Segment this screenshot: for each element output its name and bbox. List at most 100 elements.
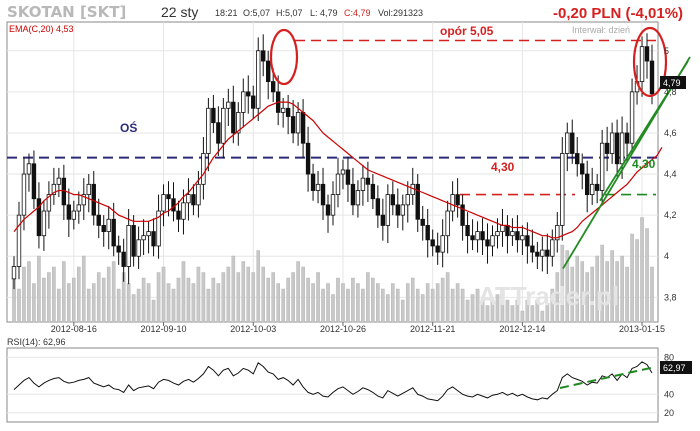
candle <box>86 174 91 213</box>
volume-bar <box>256 250 261 323</box>
volume-bar <box>475 288 480 323</box>
volume-bar <box>131 294 136 323</box>
volume-bar <box>126 283 131 323</box>
volume-bar <box>620 255 624 323</box>
volume-bar <box>535 299 540 323</box>
volume-bar <box>490 299 495 323</box>
volume-bar <box>251 272 256 323</box>
candle <box>295 102 301 146</box>
volume-bar <box>420 294 425 323</box>
candle <box>216 106 221 156</box>
candle <box>520 225 525 256</box>
volume-bar <box>72 277 76 323</box>
price-tick-label: 4,4 <box>664 169 677 179</box>
x-tick-label: 2012-12-14 <box>499 324 545 334</box>
volume-bar <box>76 266 81 323</box>
volume-bar <box>52 266 56 323</box>
candle <box>624 122 630 161</box>
candle <box>41 200 47 251</box>
candle <box>246 75 251 114</box>
candle <box>285 94 291 135</box>
candle <box>649 44 655 105</box>
volume-bar <box>116 288 121 323</box>
candle <box>345 156 351 202</box>
candle <box>206 98 211 172</box>
volume-bar <box>86 288 91 323</box>
candle <box>510 218 515 246</box>
highlight-circles <box>269 26 668 98</box>
candle <box>131 215 136 267</box>
candle <box>325 194 331 233</box>
candle <box>435 232 440 265</box>
candle <box>415 174 420 232</box>
volume-bar <box>221 272 226 323</box>
rsi-line <box>13 361 653 402</box>
volume-bar <box>425 283 430 323</box>
volume-bar <box>261 266 266 323</box>
candle <box>560 137 565 241</box>
volume-bar <box>505 299 510 323</box>
candle <box>355 180 361 218</box>
candle <box>570 119 575 164</box>
volume-bar <box>640 217 644 323</box>
ema-legend: EMA(C,20) 4,53 <box>9 24 74 34</box>
resistance-label: opór 5,05 <box>440 24 494 38</box>
candle <box>151 218 156 257</box>
volume-bar <box>415 288 420 323</box>
volume-bar <box>356 283 360 323</box>
volume-bar <box>236 272 241 323</box>
candle <box>535 241 540 269</box>
support-label-red: 4,30 <box>491 160 515 174</box>
x-tick-label: 2012-10-03 <box>230 324 276 334</box>
x-tick-label: 2012-09-10 <box>141 324 187 334</box>
volume-bar <box>191 283 196 323</box>
candle <box>221 98 226 159</box>
candle <box>639 36 645 97</box>
price-tick-label: 4,2 <box>664 210 677 220</box>
volume-bar <box>311 283 315 323</box>
candle <box>490 225 495 257</box>
x-ticks: 2012-08-16 2012-09-10 2012-10-03 2012-10-26… <box>51 322 665 334</box>
candle <box>455 178 460 218</box>
volume-bar <box>595 255 599 323</box>
volume-bar <box>281 288 285 323</box>
volume-bar <box>141 277 146 323</box>
candle <box>575 137 580 177</box>
candle <box>335 157 341 208</box>
candle <box>350 167 356 216</box>
candle <box>565 122 570 172</box>
peak-circle-october <box>269 28 299 86</box>
rsi-last-tag: 62,97 <box>660 361 692 374</box>
candle <box>450 181 455 222</box>
volume-bar <box>47 272 51 323</box>
candle <box>460 194 465 241</box>
candle <box>141 219 146 256</box>
last-price-value: 4,79 <box>663 78 681 88</box>
volume-bar <box>161 266 166 323</box>
volume-bar <box>610 250 614 323</box>
volume-bar <box>271 272 275 323</box>
candle <box>16 201 22 280</box>
candle <box>11 256 17 290</box>
volume-bar <box>146 283 151 323</box>
volume-bar <box>196 266 201 323</box>
candle <box>400 194 405 231</box>
price-tick-label: 5 <box>664 46 669 56</box>
candle <box>609 122 615 164</box>
candle <box>545 233 550 274</box>
candle <box>604 126 610 172</box>
candle <box>191 184 196 216</box>
volume-bar <box>410 277 415 323</box>
candle <box>76 191 81 224</box>
volume-bar <box>560 244 565 323</box>
candle <box>340 159 346 190</box>
volume-bar <box>22 266 26 323</box>
volume-bar <box>211 277 216 323</box>
volume-bar <box>530 305 535 323</box>
volume-bar <box>301 266 305 323</box>
volume-bar <box>565 250 570 323</box>
volume-bar <box>321 288 325 323</box>
candle <box>385 184 391 244</box>
candle <box>430 229 435 257</box>
volume-bar <box>361 288 365 323</box>
